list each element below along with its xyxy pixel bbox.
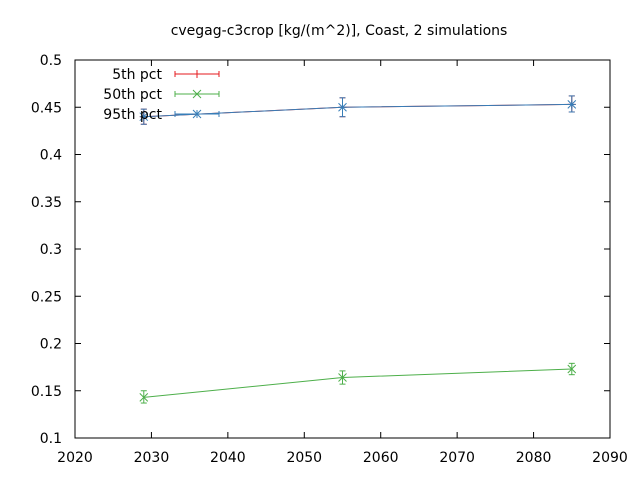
x-tick-label: 2090: [592, 450, 628, 466]
x-tick-label: 2020: [57, 450, 93, 466]
legend-label: 50th pct: [103, 87, 162, 103]
y-tick-label: 0.3: [40, 242, 62, 258]
data-point: [139, 112, 149, 122]
legend-marker: [192, 109, 202, 119]
x-tick-label: 2070: [439, 450, 475, 466]
data-point: [338, 373, 347, 382]
y-tick-label: 0.35: [31, 195, 62, 211]
chart-title: cvegag-c3crop [kg/(m^2)], Coast, 2 simul…: [171, 23, 508, 39]
y-tick-label: 0.4: [40, 148, 62, 164]
legend-marker: [192, 89, 202, 99]
y-axis: 0.1 0.15 0.2 0.25 0.3 0.35 0.4 0.45 0.5: [31, 53, 610, 447]
data-point: [567, 100, 577, 109]
x-tick-label: 2030: [134, 450, 170, 466]
y-tick-label: 0.1: [40, 431, 62, 447]
data-point: [338, 102, 347, 112]
y-tick-label: 0.45: [31, 100, 62, 116]
x-axis: 2020 2030 2040 2050 2060 2070 2080 2090: [57, 60, 628, 466]
series-5th-pct: [139, 95, 576, 125]
y-tick-label: 0.5: [40, 53, 62, 69]
y-tick-label: 0.15: [31, 384, 62, 400]
series-50th-pct: [139, 362, 577, 404]
series-layer: [139, 95, 577, 404]
series-line: [143, 103, 572, 118]
data-point: [567, 364, 577, 374]
series-line: [143, 368, 572, 398]
series-line: [143, 103, 572, 118]
legend-label: 95th pct: [103, 107, 162, 123]
x-tick-label: 2060: [363, 450, 399, 466]
x-tick-label: 2040: [210, 450, 246, 466]
data-point: [139, 393, 149, 402]
legend-label: 5th pct: [112, 67, 162, 83]
x-tick-label: 2050: [286, 450, 322, 466]
series-95th-pct: [139, 95, 577, 125]
y-tick-label: 0.2: [40, 337, 62, 353]
legend: 5th pct 50th pct 95th pct: [103, 67, 220, 123]
x-tick-label: 2080: [516, 450, 552, 466]
y-tick-label: 0.25: [31, 289, 62, 305]
